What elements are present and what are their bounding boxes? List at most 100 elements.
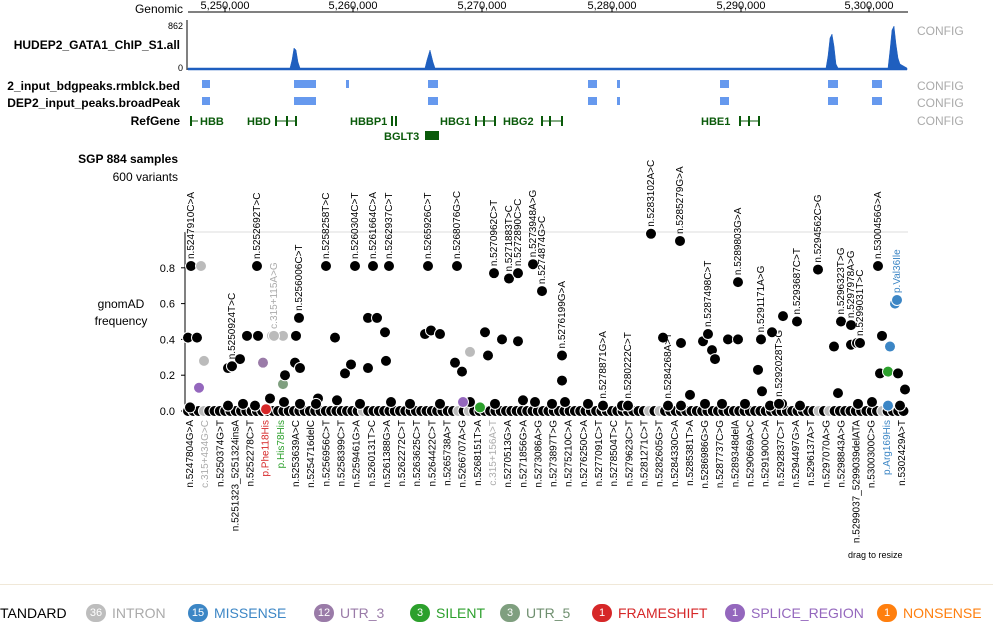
variant-point[interactable] (371, 311, 383, 324)
variant-point-labeled[interactable] (773, 397, 785, 410)
variant-label-top[interactable]: n.5285279G>A (675, 166, 686, 234)
variant-point[interactable] (385, 396, 397, 409)
variant-point[interactable] (278, 396, 290, 409)
variant-label-bottom[interactable]: n.5270513G>A (503, 420, 514, 488)
variant-point-labeled[interactable] (812, 263, 824, 276)
variant-label-top[interactable]: n.5300456G>A (873, 191, 884, 259)
variant-label-bottom[interactable]: n.5300300C>G (867, 420, 878, 488)
variant-label-bottom[interactable]: n.5297070A>G (821, 420, 832, 488)
variant-label-top[interactable]: n.5268076G>C (452, 191, 463, 259)
variant-point-labeled[interactable] (226, 360, 238, 373)
variant-point-labeled[interactable] (732, 276, 744, 289)
variant-label-bottom[interactable]: n.5279623C>T (624, 420, 635, 486)
variant-point[interactable] (675, 399, 687, 412)
variant-label-top[interactable]: n.5273948A>G (528, 189, 539, 257)
variant-label-bottom[interactable]: n.5281271C>T (639, 420, 650, 486)
variant-point[interactable] (894, 399, 906, 412)
variant-point[interactable] (464, 345, 476, 358)
variant-point-labeled[interactable] (422, 260, 434, 273)
variant-point-labeled[interactable] (185, 260, 197, 273)
variant-point[interactable] (191, 331, 203, 344)
variant-label-top[interactable]: n.5260304C>T (350, 193, 361, 259)
variant-label-bottom[interactable]: n.5266707A>G (458, 420, 469, 488)
variant-label-bottom[interactable]: n.5278504T>C (609, 420, 620, 486)
variant-label-top[interactable]: n.5256006C>T (294, 244, 305, 310)
variant-point-labeled[interactable] (662, 399, 674, 412)
variant-point-labeled[interactable] (512, 267, 524, 280)
variant-label-bottom[interactable]: n.5252278C>T (246, 420, 257, 486)
variant-point[interactable] (234, 353, 246, 366)
variant-point-labeled[interactable] (674, 234, 686, 247)
variant-point-labeled[interactable] (845, 319, 857, 332)
variant-point[interactable] (675, 336, 687, 349)
variant-label-bottom[interactable]: p.His78His (276, 420, 287, 468)
variant-point-labeled[interactable] (268, 329, 280, 342)
variant-label-bottom[interactable]: n.5285381T>A (685, 420, 696, 486)
variant-label-top[interactable]: n.5278871G>A (598, 331, 609, 399)
variant-point[interactable] (517, 394, 529, 407)
variant-label-bottom[interactable]: n.5292837C>T (776, 420, 787, 486)
legend-item-intron[interactable]: 36 INTRON (86, 603, 166, 623)
variant-label-bottom[interactable]: n.5264422C>T (427, 420, 438, 486)
variant-point[interactable] (832, 387, 844, 400)
variant-label-bottom[interactable]: n.5276250C>A (579, 420, 590, 487)
variant-point[interactable] (899, 383, 911, 396)
variant-point[interactable] (529, 396, 541, 409)
variant-label-top[interactable]: n.5276199G>A (557, 281, 568, 349)
variant-point[interactable] (512, 335, 524, 348)
variant-point[interactable] (404, 397, 416, 410)
variant-label-bottom[interactable]: n.5289348delA (730, 420, 741, 488)
variant-point[interactable] (582, 397, 594, 410)
variant-point[interactable] (252, 329, 264, 342)
variant-point[interactable] (249, 399, 261, 412)
variant-label-bottom[interactable]: n.5298843A>G (836, 420, 847, 488)
variant-point[interactable] (193, 381, 205, 394)
variant-label-bottom[interactable]: n.5247804G>A (185, 420, 196, 488)
variant-label-top[interactable]: n.5283102A>C (646, 160, 657, 227)
config-link-refgene[interactable]: CONFIG (917, 114, 964, 128)
variant-point-labeled[interactable] (622, 399, 634, 412)
variant-point-labeled[interactable] (503, 272, 515, 285)
variant-label-bottom[interactable]: n.5261388G>A (382, 420, 393, 488)
variant-label-top[interactable]: n.5250924T>C (227, 293, 238, 359)
variant-point[interactable] (882, 399, 894, 412)
variant-point-labeled[interactable] (367, 260, 379, 273)
variant-label-top[interactable]: n.5287498C>T (703, 261, 714, 327)
variant-point[interactable] (331, 394, 343, 407)
variant-point[interactable] (794, 399, 806, 412)
variant-point[interactable] (496, 333, 508, 346)
variant-label-bottom[interactable]: n.5275210C>A (564, 420, 575, 487)
variant-label-top[interactable]: n.5274874G>C (537, 216, 548, 284)
variant-point[interactable] (482, 349, 494, 362)
variant-point[interactable] (866, 396, 878, 409)
variant-point-labeled[interactable] (536, 285, 548, 298)
variant-point[interactable] (294, 397, 306, 410)
variant-label-top[interactable]: n.5252692T>C (252, 193, 263, 259)
config-link-bdgpeaks[interactable]: CONFIG (917, 79, 964, 93)
variant-label-top[interactable]: n.5280222C>T (623, 332, 634, 398)
variant-label-top[interactable]: n.5297978A>G (846, 250, 857, 318)
variant-point-labeled[interactable] (891, 294, 903, 307)
variant-point[interactable] (222, 399, 234, 412)
variant-label-bottom[interactable]: n.5273897T>G (549, 420, 560, 487)
variant-point[interactable] (559, 396, 571, 409)
variant-label-top[interactable]: n.5247910C>A (186, 192, 197, 259)
variant-point[interactable] (294, 362, 306, 375)
variant-point[interactable] (884, 340, 896, 353)
variant-point[interactable] (876, 329, 888, 342)
variant-point[interactable] (709, 353, 721, 366)
variant-label-top[interactable]: n.5270962C>T (489, 200, 500, 266)
variant-label-bottom[interactable]: n.5256956C>T (321, 420, 332, 486)
variant-label-bottom[interactable]: n.5284330C>A (670, 420, 681, 487)
variant-label-top[interactable]: n.5293687C>T (792, 248, 803, 314)
variant-label-bottom[interactable]: n.5290669A>C (746, 420, 757, 487)
variant-label-bottom[interactable]: n.5254716delC (306, 420, 317, 488)
variant-point[interactable] (479, 326, 491, 339)
legend-item-silent[interactable]: 3 SILENT (410, 603, 485, 623)
variant-point[interactable] (380, 354, 392, 367)
variant-label-bottom[interactable]: n.5250374G>T (215, 420, 226, 487)
variant-point-labeled[interactable] (755, 333, 767, 346)
variant-point[interactable] (329, 331, 341, 344)
variant-point-labeled[interactable] (791, 315, 803, 328)
variant-label-bottom[interactable]: n.5286986G>G (700, 420, 711, 489)
